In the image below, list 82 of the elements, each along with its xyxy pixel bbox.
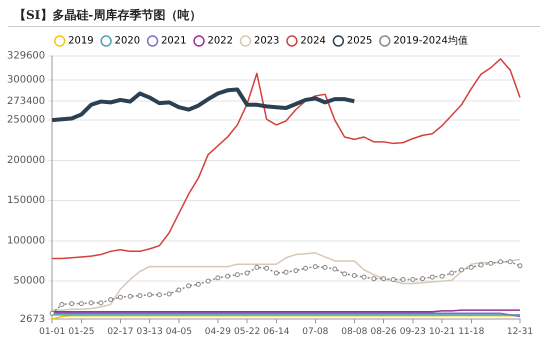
point [50, 310, 55, 316]
x-tick-label: 09-23 [400, 326, 426, 337]
point [312, 264, 318, 270]
x-tick-label: 08-08 [341, 326, 368, 337]
point [108, 297, 114, 302]
point [78, 301, 84, 306]
point [362, 274, 367, 280]
point [410, 276, 416, 282]
legend-label: 2025 [346, 36, 372, 47]
point [390, 276, 396, 282]
point [69, 301, 74, 306]
point [430, 274, 435, 280]
point [244, 270, 250, 276]
point [478, 262, 484, 268]
x-tick-label: 01-25 [68, 326, 94, 337]
x-tick-label: 02-17 [107, 326, 134, 337]
point [284, 270, 289, 275]
point [518, 263, 522, 268]
point [352, 272, 357, 278]
point [215, 275, 220, 280]
legend-label: 2019-2024均值 [393, 34, 468, 47]
point [234, 272, 240, 278]
point [508, 259, 513, 264]
legend-label: 2020 [114, 36, 140, 47]
point [293, 268, 298, 274]
point [498, 259, 504, 264]
point [118, 294, 123, 300]
x-tick-label: 10-21 [428, 326, 456, 337]
legend-label: 2022 [208, 36, 233, 47]
y-tick-label: 200000 [6, 154, 46, 166]
y-tick-label: 300000 [6, 74, 46, 86]
x-tick-label: 04-29 [204, 326, 232, 337]
x-tick-label: 04-05 [166, 326, 192, 337]
point [449, 270, 454, 276]
point [196, 282, 201, 287]
x-tick-label: 06-14 [263, 326, 290, 337]
x-tick-label: 05-22 [234, 326, 260, 337]
point [264, 266, 270, 271]
x-tick-label: 12-31 [506, 326, 534, 337]
point [440, 274, 445, 279]
point [274, 270, 279, 276]
point [254, 264, 260, 270]
y-tick-label: 273400 [6, 96, 46, 107]
point [381, 276, 386, 282]
point [176, 287, 182, 292]
point [322, 264, 328, 270]
point [128, 294, 133, 299]
legend-label: 2023 [254, 36, 280, 47]
y-tick-label: 50000 [13, 276, 46, 287]
x-tick-label: 11-18 [458, 326, 485, 337]
point [342, 271, 348, 276]
legend-label: 2021 [161, 36, 187, 47]
point [137, 293, 142, 298]
point [420, 276, 426, 282]
y-tick-label: 150000 [6, 195, 46, 206]
y-tick-label: 329600 [6, 50, 46, 62]
point [371, 276, 376, 282]
point [303, 266, 308, 271]
point [206, 278, 211, 284]
x-tick-label: 03-13 [136, 326, 163, 337]
y-tick-label: 250000 [6, 114, 46, 126]
y-tick-label: 2673 [20, 314, 46, 325]
point [332, 266, 338, 272]
x-tick-label: 08-26 [370, 326, 397, 337]
point [468, 264, 474, 270]
point [156, 292, 162, 298]
chart-title: 【SI】多晶硅-周库存季节图（吨） [8, 0, 540, 27]
legend-label: 2019 [68, 36, 94, 47]
point [166, 291, 172, 296]
point [400, 276, 406, 282]
point [225, 274, 230, 279]
point [186, 283, 192, 288]
point [488, 260, 494, 266]
point [59, 302, 64, 307]
legend-label: 2024 [300, 36, 326, 47]
x-tick-label: 01-01 [39, 326, 66, 337]
point [88, 300, 94, 306]
x-tick-label: 07-08 [302, 326, 329, 337]
point [98, 300, 104, 306]
point [459, 267, 464, 272]
point [147, 292, 152, 298]
y-tick-label: 100000 [6, 235, 46, 246]
